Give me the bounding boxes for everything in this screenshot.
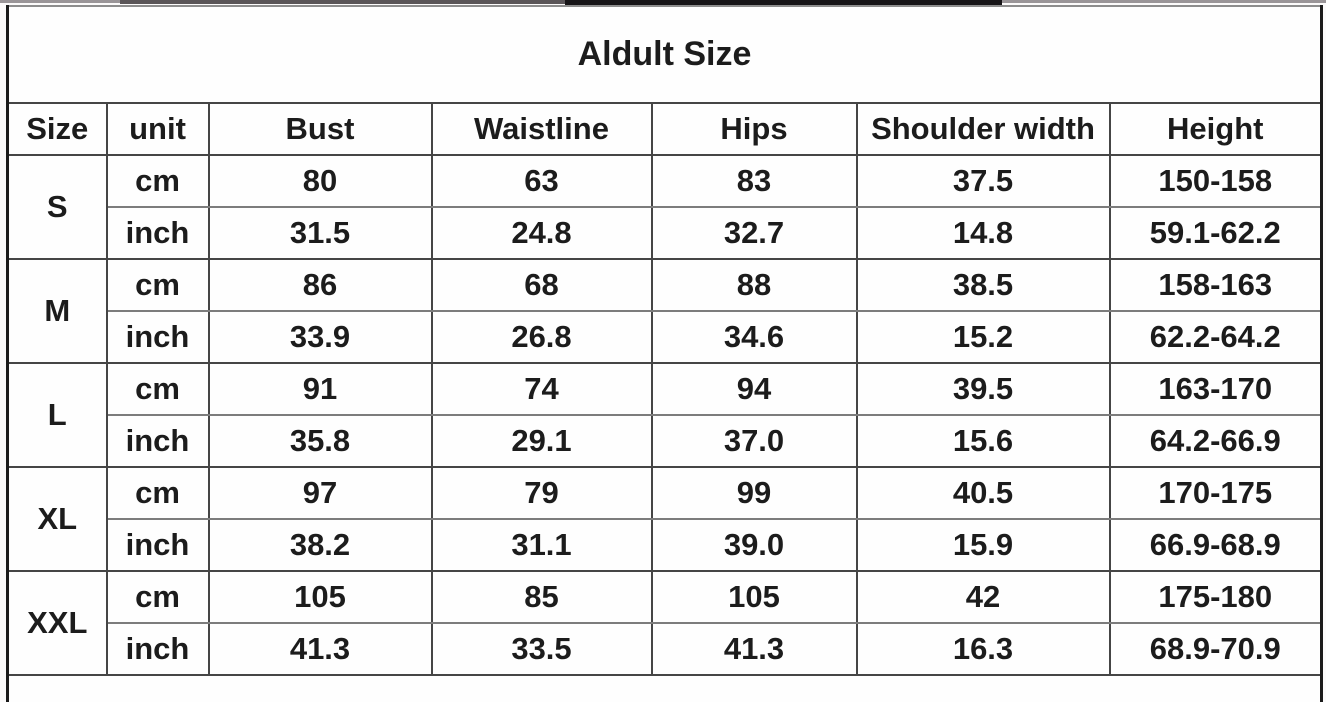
value-cell: 41.3	[650, 622, 858, 676]
table-row: inch 31.5 24.8 32.7 14.8 59.1-62.2	[8, 206, 1323, 260]
value-cell: 33.9	[207, 310, 433, 364]
unit-cell: cm	[105, 154, 210, 208]
value-cell: 31.1	[430, 518, 653, 572]
size-cell: S	[6, 154, 108, 260]
unit-cell: inch	[105, 414, 210, 468]
table-row: XXL cm 105 85 105 42 175-180	[6, 570, 1323, 676]
value-cell: 40.5	[855, 466, 1111, 520]
size-cell: L	[6, 362, 108, 468]
unit-cell: cm	[105, 570, 210, 624]
value-cell: 29.1	[430, 414, 653, 468]
value-cell: 63	[430, 154, 653, 208]
table-row: L cm 91 74 94 39.5 163-170	[6, 362, 1323, 468]
value-cell: 34.6	[650, 310, 858, 364]
size-chart-table: Aldult Size Size unit Bust Waistline Hip…	[6, 5, 1324, 702]
column-header-bust: Bust	[207, 102, 433, 156]
value-cell: 33.5	[430, 622, 653, 676]
value-cell: 39.0	[650, 518, 858, 572]
value-cell: 32.7	[650, 206, 858, 260]
value-cell: 86	[207, 258, 433, 312]
column-header-hips: Hips	[650, 102, 858, 156]
value-cell: 39.5	[855, 362, 1111, 416]
table-row: inch 38.2 31.1 39.0 15.9 66.9-68.9	[8, 518, 1323, 572]
size-cell: M	[6, 258, 108, 364]
value-cell: 105	[207, 570, 433, 624]
table-row: S cm 80 63 83 37.5 150-158	[6, 154, 1323, 260]
value-cell: 79	[430, 466, 653, 520]
unit-cell: cm	[105, 258, 210, 312]
value-cell: 24.8	[430, 206, 653, 260]
top-edge-dark-bar	[565, 0, 1002, 6]
value-cell: 62.2-64.2	[1108, 310, 1323, 364]
empty-footer-row	[6, 674, 1323, 702]
value-cell: 37.5	[855, 154, 1111, 208]
value-cell: 59.1-62.2	[1108, 206, 1323, 260]
value-cell: 74	[430, 362, 653, 416]
value-cell: 99	[650, 466, 858, 520]
unit-cell: inch	[105, 206, 210, 260]
value-cell: 41.3	[207, 622, 433, 676]
value-cell: 83	[650, 154, 858, 208]
value-cell: 97	[207, 466, 433, 520]
value-cell: 15.2	[855, 310, 1111, 364]
value-cell: 37.0	[650, 414, 858, 468]
unit-cell: inch	[105, 310, 210, 364]
column-header-shoulder-width: Shoulder width	[855, 102, 1111, 156]
size-cell: XXL	[6, 570, 108, 676]
value-cell: 31.5	[207, 206, 433, 260]
header-row: Size unit Bust Waistline Hips Shoulder w…	[6, 102, 1323, 156]
value-cell: 38.2	[207, 518, 433, 572]
value-cell: 38.5	[855, 258, 1111, 312]
top-edge-shadow	[120, 0, 570, 4]
column-header-height: Height	[1108, 102, 1323, 156]
value-cell: 105	[650, 570, 858, 624]
table-row: inch 35.8 29.1 37.0 15.6 64.2-66.9	[8, 414, 1323, 468]
value-cell: 15.9	[855, 518, 1111, 572]
value-cell: 150-158	[1108, 154, 1323, 208]
size-chart-table-container: Aldult Size Size unit Bust Waistline Hip…	[6, 5, 1324, 702]
value-cell: 14.8	[855, 206, 1111, 260]
value-cell: 163-170	[1108, 362, 1323, 416]
unit-cell: inch	[105, 622, 210, 676]
value-cell: 68	[430, 258, 653, 312]
value-cell: 16.3	[855, 622, 1111, 676]
column-header-size: Size	[6, 102, 108, 156]
value-cell: 80	[207, 154, 433, 208]
table-row: M cm 86 68 88 38.5 158-163	[6, 258, 1323, 364]
value-cell: 85	[430, 570, 653, 624]
value-cell: 170-175	[1108, 466, 1323, 520]
value-cell: 158-163	[1108, 258, 1323, 312]
table-row: inch 33.9 26.8 34.6 15.2 62.2-64.2	[8, 310, 1323, 364]
top-edge-artifact	[0, 0, 1326, 6]
chart-title: Aldult Size	[6, 6, 1323, 104]
value-cell: 94	[650, 362, 858, 416]
value-cell: 68.9-70.9	[1108, 622, 1323, 676]
column-header-unit: unit	[105, 102, 210, 156]
unit-cell: inch	[105, 518, 210, 572]
table-row: inch 41.3 33.5 41.3 16.3 68.9-70.9	[8, 622, 1323, 676]
value-cell: 91	[207, 362, 433, 416]
value-cell: 26.8	[430, 310, 653, 364]
value-cell: 88	[650, 258, 858, 312]
unit-cell: cm	[105, 362, 210, 416]
column-header-waistline: Waistline	[430, 102, 653, 156]
value-cell: 15.6	[855, 414, 1111, 468]
size-cell: XL	[6, 466, 108, 572]
value-cell: 66.9-68.9	[1108, 518, 1323, 572]
value-cell: 175-180	[1108, 570, 1323, 624]
value-cell: 64.2-66.9	[1108, 414, 1323, 468]
value-cell: 42	[855, 570, 1111, 624]
value-cell: 35.8	[207, 414, 433, 468]
table-row: XL cm 97 79 99 40.5 170-175	[6, 466, 1323, 572]
unit-cell: cm	[105, 466, 210, 520]
